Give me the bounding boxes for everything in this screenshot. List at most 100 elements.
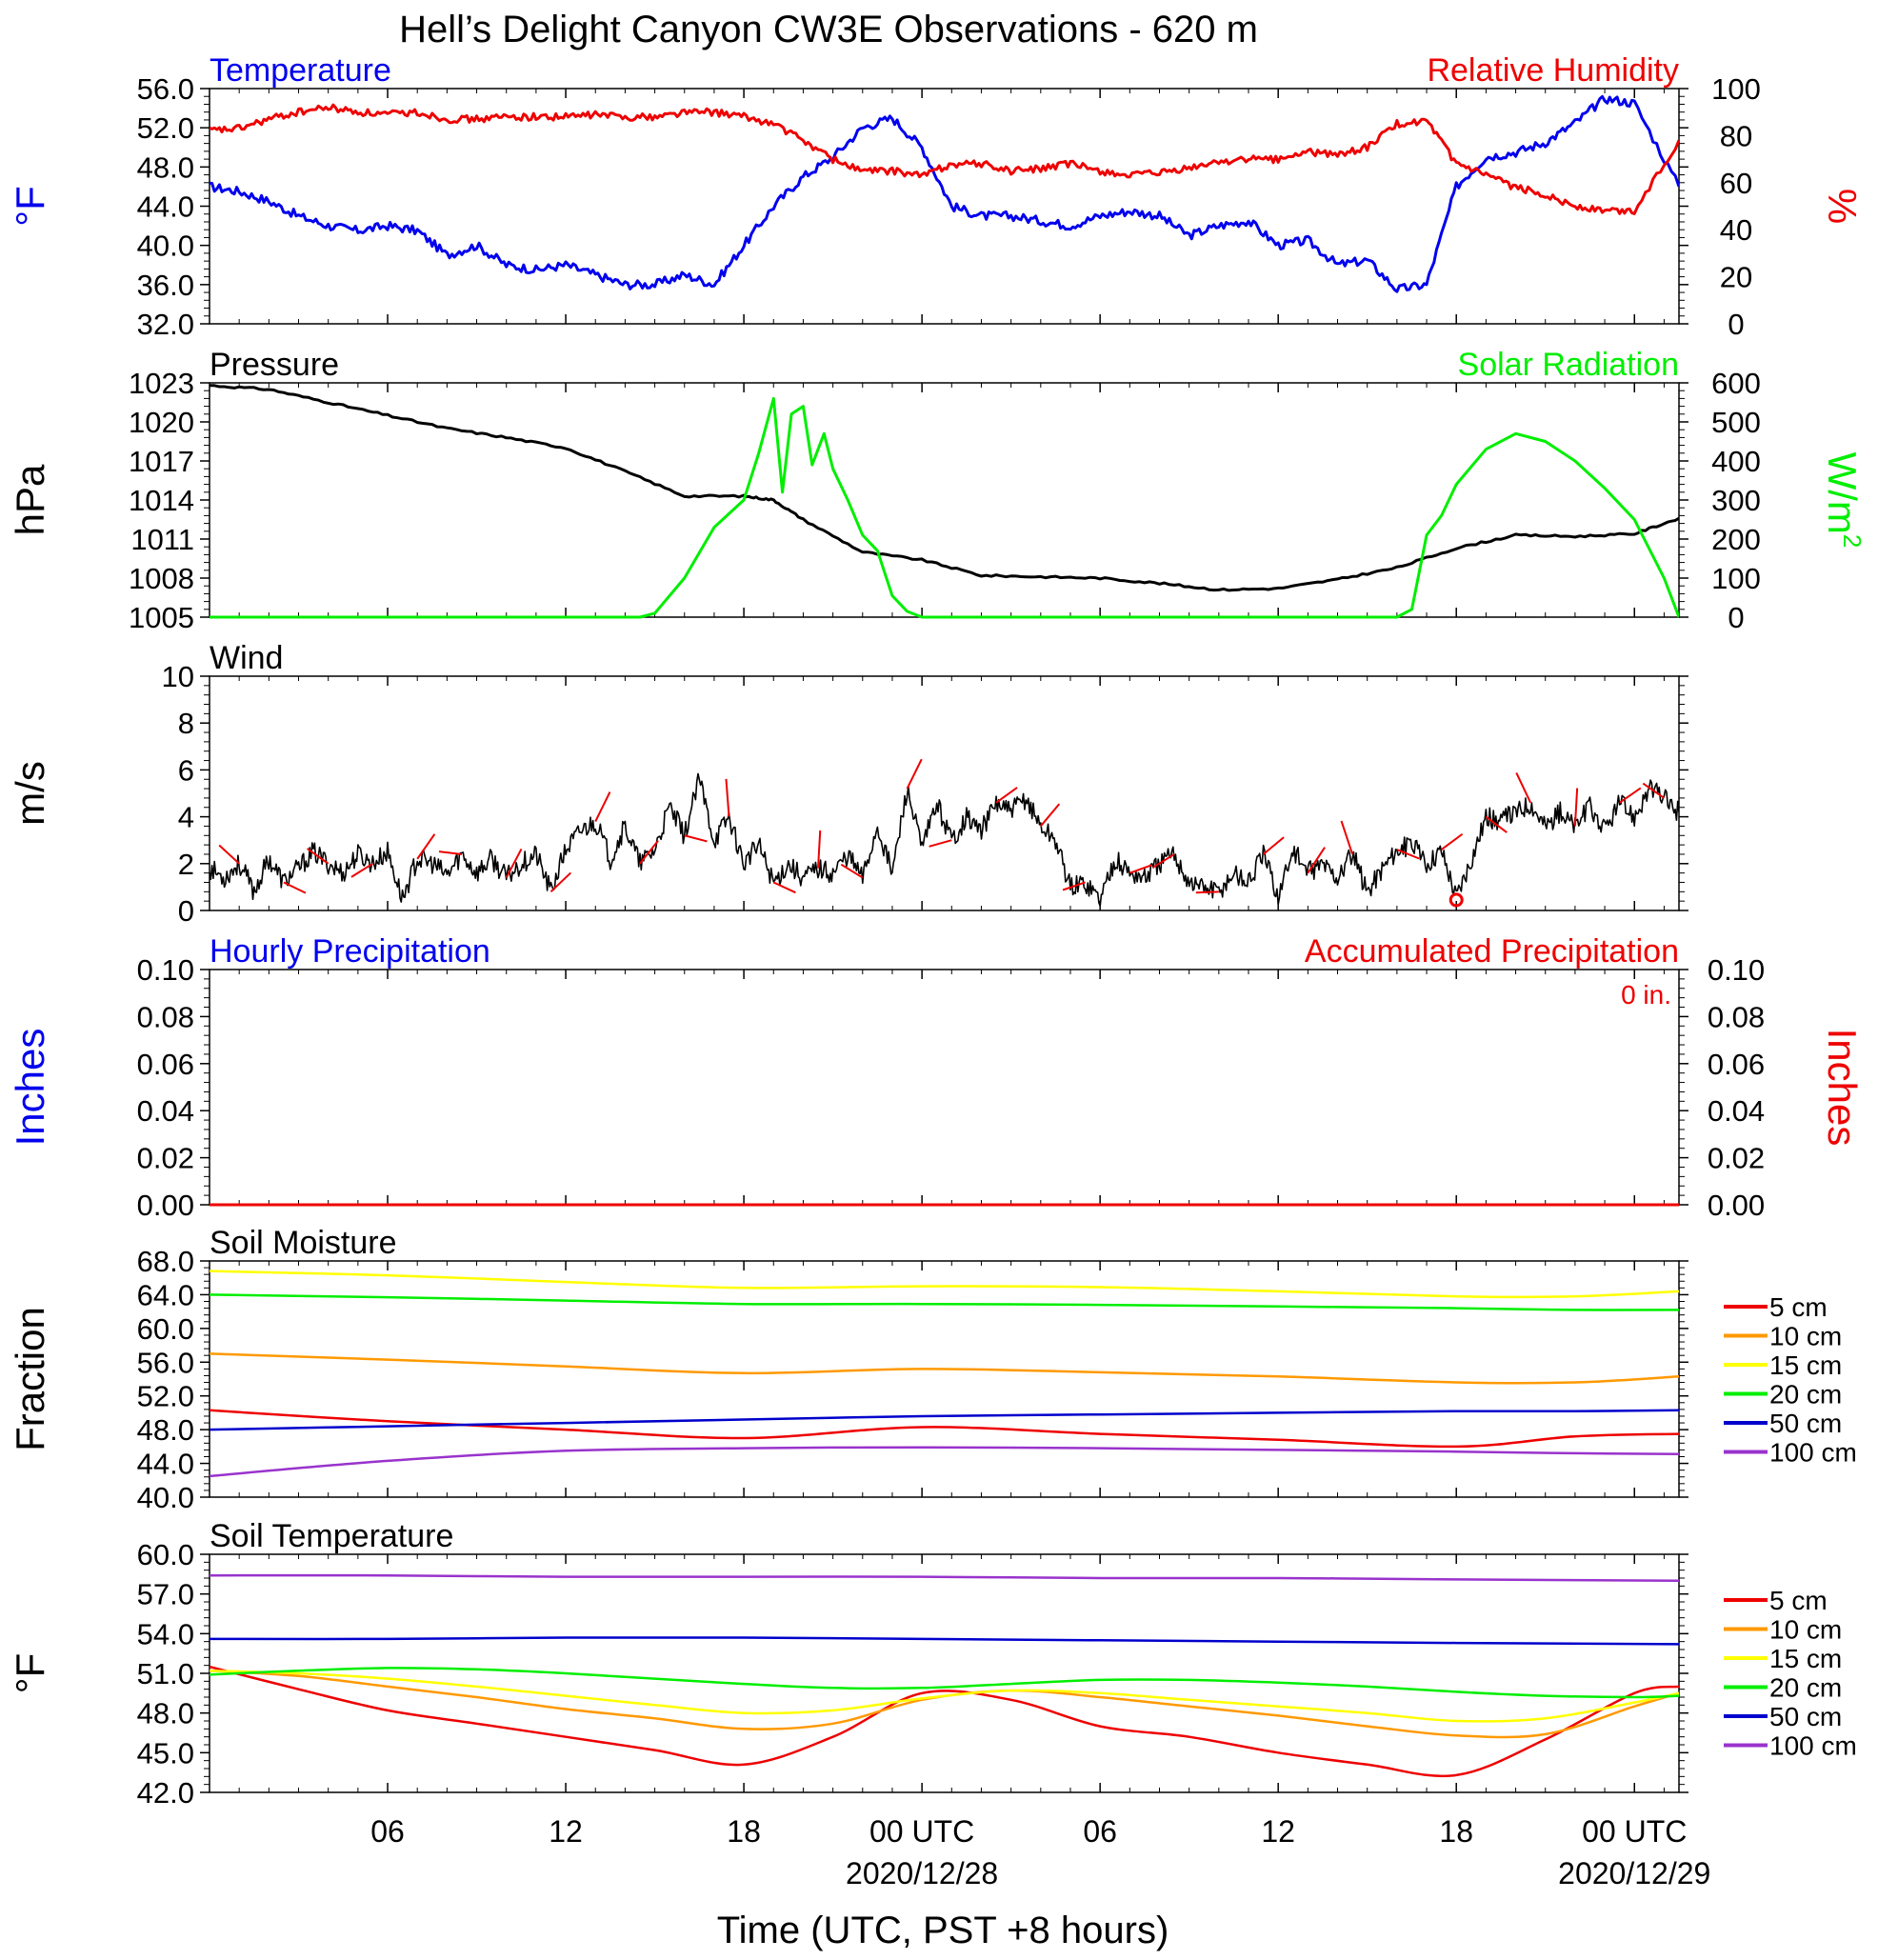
series-pressure	[210, 384, 1679, 592]
panel-title-left: Soil Moisture	[210, 1225, 397, 1261]
y-right-tick-label: 0	[1728, 308, 1744, 341]
wind-barb	[505, 848, 523, 879]
calm-wind-marker	[1448, 892, 1464, 908]
wind-barb	[840, 863, 864, 879]
wind-barb	[350, 862, 373, 878]
x-tick-label: 18	[1439, 1814, 1473, 1849]
legend-label: 20 cm	[1769, 1673, 1842, 1703]
series-20-cm	[210, 1293, 1679, 1311]
legend-label: 50 cm	[1769, 1702, 1842, 1731]
wind-barb	[1262, 836, 1285, 855]
wind-barb	[929, 839, 952, 848]
panel-frame	[209, 1260, 1680, 1498]
panel-frame	[209, 969, 1680, 1206]
y-tick-label: 60.0	[137, 1312, 194, 1346]
panel-precipitation: 0.00 0.02 0.04 0.06 0.08 0.10 0.00 0.02 0.04 0.06…	[8, 933, 1865, 1222]
x-date-label: 2020/12/29	[1558, 1856, 1710, 1890]
y-axis-label-right-superscript: 2	[1838, 534, 1867, 548]
y-tick-label: 8	[178, 707, 194, 740]
series-relative-humidity	[210, 103, 1679, 215]
wind-barb	[772, 881, 796, 894]
y-axis-label-left: Fraction	[8, 1307, 52, 1451]
y-tick-label: 64.0	[137, 1278, 194, 1311]
y-tick-label: 52.0	[137, 111, 194, 145]
y-axis-label-left: m/s	[8, 761, 52, 826]
y-right-tick-label: 200	[1711, 523, 1761, 556]
y-tick-label: 0.00	[137, 1189, 194, 1222]
legend-label: 5 cm	[1769, 1292, 1828, 1322]
x-axis-label: Time (UTC, PST +8 hours)	[717, 1910, 1169, 1951]
wind-barb	[684, 834, 708, 843]
legend-label: 100 cm	[1769, 1731, 1857, 1761]
y-tick-label: 40.0	[137, 230, 194, 263]
legend-label: 20 cm	[1769, 1380, 1842, 1410]
y-right-tick-label: 0.00	[1708, 1189, 1765, 1222]
y-tick-label: 2	[178, 848, 194, 881]
legend-label: 10 cm	[1769, 1322, 1842, 1351]
legend-label: 10 cm	[1769, 1615, 1842, 1645]
y-tick-label: 1020	[129, 406, 194, 439]
y-tick-label: 1008	[129, 562, 194, 595]
series-50-cm	[210, 1636, 1679, 1646]
wind-barb	[438, 850, 463, 855]
x-tick-label: 06	[1083, 1814, 1117, 1849]
series-5-cm	[210, 1665, 1679, 1778]
panel-title-left: Wind	[210, 640, 283, 676]
y-right-tick-label: 0.06	[1708, 1048, 1765, 1081]
panel-frame	[209, 88, 1680, 325]
wind-barb	[1340, 820, 1354, 855]
wind-barb	[817, 830, 822, 869]
series-wind	[210, 772, 1679, 907]
series-group	[210, 1270, 1679, 1478]
y-tick-label: 40.0	[137, 1481, 194, 1514]
panel-wind: 0 2 4 6 8 10 Wind m/s	[8, 640, 1688, 928]
wind-barb	[1129, 864, 1153, 874]
y-tick-label: 51.0	[137, 1657, 194, 1690]
panel-pressure-solar: 1005 1008 1011 1014 1017 1020 1023 0 100 200 300 40…	[8, 347, 1867, 634]
y-axis-label-right: Inches	[1820, 1029, 1865, 1147]
y-right-tick-label: 0	[1728, 601, 1744, 634]
y-tick-label: 48.0	[137, 1413, 194, 1447]
y-tick-label: 0.04	[137, 1094, 194, 1128]
series-group	[210, 94, 1679, 293]
panel-soil-temperature: 42.0 45.0 48.0 51.0 54.0 57.0 60.0 Soil Tempera…	[8, 1518, 1857, 1810]
y-tick-label: 56.0	[137, 1346, 194, 1379]
series-20-cm	[210, 1667, 1679, 1699]
y-axis-label-left: Inches	[8, 1029, 52, 1147]
series-group	[210, 772, 1679, 907]
y-right-tick-label: 20	[1720, 261, 1752, 294]
series-50-cm	[210, 1409, 1679, 1431]
legend-label: 15 cm	[1769, 1350, 1842, 1380]
y-tick-label: 60.0	[137, 1538, 194, 1571]
y-axis-label-right: W/m2	[1820, 452, 1867, 549]
y-right-tick-label: 0.02	[1708, 1142, 1765, 1175]
series-10-cm	[210, 1669, 1679, 1739]
panel-frame	[209, 675, 1680, 911]
series-100-cm	[210, 1446, 1679, 1478]
time-axis: 06 12 18 00 UTC 2020/12/28 06 12 18 00 UTC 2020/1…	[370, 1814, 1710, 1890]
series-10-cm	[210, 1352, 1679, 1385]
y-axis-label-right: %	[1820, 189, 1865, 224]
wind-barb	[1396, 849, 1420, 860]
wind-barb	[1515, 772, 1532, 804]
y-tick-label: 1011	[130, 523, 194, 556]
y-right-tick-label: 0.08	[1708, 1000, 1765, 1033]
y-tick-label: 57.0	[137, 1578, 194, 1611]
x-tick-label: 12	[549, 1814, 583, 1849]
wind-barbs	[218, 758, 1665, 894]
y-tick-label: 0.06	[137, 1048, 194, 1081]
legend-label: 5 cm	[1769, 1586, 1828, 1615]
wind-barb	[307, 848, 330, 865]
series-temperature	[210, 94, 1679, 293]
wind-barb	[1573, 788, 1579, 827]
panel-frame	[209, 382, 1680, 618]
wind-barb	[416, 833, 436, 860]
y-right-tick-label: 300	[1711, 484, 1761, 517]
panel-title-right: Accumulated Precipitation	[1305, 933, 1679, 970]
y-tick-label: 36.0	[137, 269, 194, 302]
panel-title-left: Pressure	[210, 347, 339, 383]
wind-barb	[1195, 890, 1219, 894]
series-group	[210, 1573, 1679, 1778]
